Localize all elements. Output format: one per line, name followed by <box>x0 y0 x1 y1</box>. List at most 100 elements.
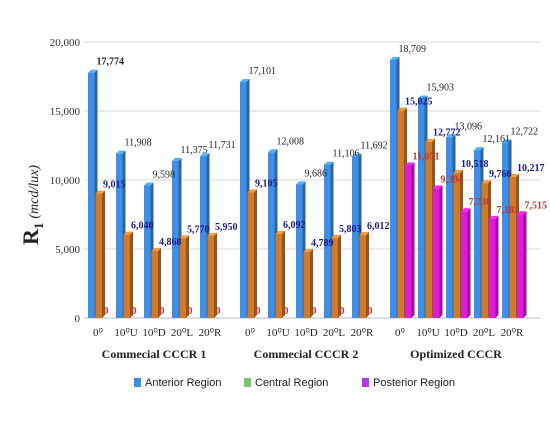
group-label: Optimized CCCR <box>410 347 502 361</box>
bar <box>474 150 481 318</box>
bar-side <box>467 208 471 318</box>
data-label: 9,105 <box>255 178 278 189</box>
x-tick-label: 10⁰D <box>142 327 165 339</box>
bar-top <box>405 162 415 166</box>
bar-top <box>88 69 98 73</box>
data-label: 11,051 <box>413 151 440 162</box>
bar <box>179 238 186 318</box>
data-label: 6,012 <box>367 221 390 232</box>
bar-top <box>200 153 210 157</box>
y-axis: 0 5,000 10,000 15,000 20,000 <box>50 37 81 325</box>
x-tick-label: 0⁰ <box>245 327 256 339</box>
bar-side <box>130 231 133 318</box>
x-tick-label: 10⁰D <box>294 327 317 339</box>
y-axis-label-unit: (mcd/lux) <box>27 165 42 219</box>
data-label: 5,803 <box>339 224 362 235</box>
x-tick-label: 20⁰L <box>323 327 345 339</box>
data-label: 0 <box>104 306 109 317</box>
bar-side <box>366 232 369 318</box>
data-label: 11,375 <box>181 145 208 156</box>
bar-top <box>509 174 519 178</box>
x-tick-label: 0⁰ <box>395 327 406 339</box>
y-tick-label: 20,000 <box>50 37 81 49</box>
bar <box>324 164 331 318</box>
x-tick-label: 0⁰ <box>93 327 104 339</box>
bar-top <box>517 211 527 215</box>
bar-top <box>397 107 407 111</box>
bar-top <box>352 153 362 157</box>
bar <box>453 172 460 318</box>
data-label: 9,766 <box>489 169 512 180</box>
bar <box>88 72 95 318</box>
bar-top <box>95 190 105 194</box>
bar <box>172 161 179 318</box>
data-label: 0 <box>216 306 221 317</box>
bar-side <box>523 211 527 318</box>
y-axis-label: R1 (mcd/lux) <box>18 165 46 245</box>
bar-top <box>275 230 285 234</box>
bar <box>390 59 397 319</box>
bar-top <box>324 161 334 165</box>
bar-side <box>411 162 415 318</box>
bar-side <box>439 185 443 318</box>
bar-top <box>489 215 499 219</box>
data-label: 6,040 <box>131 221 154 232</box>
bar <box>397 110 404 318</box>
x-tick-label: 20⁰R <box>199 327 222 339</box>
data-label: 11,731 <box>209 140 236 151</box>
bar-side <box>186 235 189 318</box>
bar <box>116 153 123 318</box>
bar <box>502 142 509 318</box>
data-label: 7,183 <box>497 205 520 216</box>
y-tick-label: 15,000 <box>50 106 81 118</box>
bar-side <box>254 189 257 318</box>
y-axis-title: R1 (mcd/lux) <box>18 165 46 245</box>
bar-side <box>310 248 313 318</box>
legend: Anterior Region Central Region Posterior R… <box>134 377 455 389</box>
data-label: 6,092 <box>283 220 306 231</box>
bar <box>405 165 412 318</box>
data-label: 13,096 <box>455 121 483 132</box>
data-label: 4,789 <box>311 238 334 249</box>
data-label: 12,161 <box>483 134 511 145</box>
data-label: 5,770 <box>187 224 210 235</box>
bar <box>425 141 432 318</box>
legend-swatch <box>362 378 369 387</box>
data-label: 9,598 <box>153 170 176 181</box>
bar-top <box>390 56 400 60</box>
bar <box>461 211 468 318</box>
data-label: 9,015 <box>103 180 126 191</box>
y-tick-label: 5,000 <box>55 244 80 256</box>
x-axis: 0⁰ 10⁰U 10⁰D 20⁰L 20⁰R Commecial CCCR 1 0⁰ 10⁰U… <box>93 327 524 361</box>
bar <box>517 214 524 318</box>
bar-side <box>282 230 285 318</box>
data-label: 7,736 <box>469 197 492 208</box>
data-label: 0 <box>160 306 165 317</box>
bar-top <box>446 134 456 138</box>
data-label: 0 <box>284 306 289 317</box>
bar-top <box>502 139 512 143</box>
data-label: 12,008 <box>277 136 305 147</box>
group-label: Commecial CCCR 1 <box>102 347 207 361</box>
data-label: 9,686 <box>305 168 328 179</box>
data-labels: 17,774 9,015 0 11,908 6,040 0 9,598 4,868 0 11,37… <box>97 44 548 317</box>
bar-side <box>102 190 105 318</box>
data-label: 5,950 <box>215 222 238 233</box>
data-label: 0 <box>132 306 137 317</box>
y-tick-label: 10,000 <box>50 175 81 187</box>
legend-label: Posterior Region <box>373 377 455 389</box>
legend-swatch <box>134 378 141 387</box>
bar-top <box>123 231 133 235</box>
bars <box>88 56 527 319</box>
bar <box>268 152 275 318</box>
bar-top <box>116 150 126 154</box>
legend-swatch <box>244 378 251 387</box>
data-label: 4,868 <box>159 237 182 248</box>
bar <box>240 82 247 319</box>
data-label: 15,903 <box>427 83 455 94</box>
bar <box>275 233 282 318</box>
data-label: 11,692 <box>361 141 388 152</box>
data-label: 12,772 <box>433 128 461 139</box>
bar-top <box>151 247 161 251</box>
